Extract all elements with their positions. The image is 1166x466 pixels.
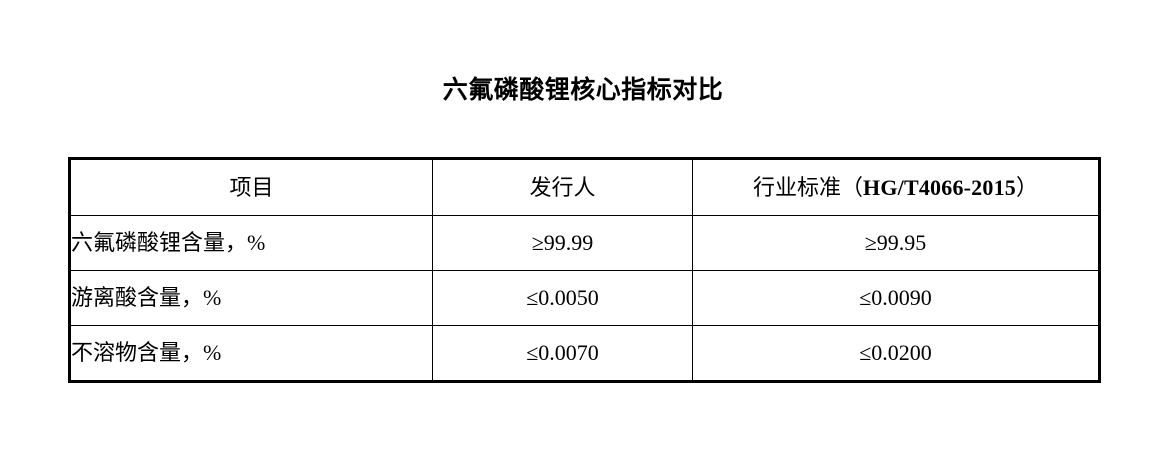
standard-label-prefix: 行业标准（: [753, 174, 864, 200]
table-header-row: 项目 发行人 行业标准（HG/T4066-2015）: [69, 158, 1100, 216]
cell-text: ≥99.99: [531, 230, 594, 255]
specification-comparison-table: 项目 发行人 行业标准（HG/T4066-2015） 六氟磷酸锂含量，% ≥99…: [68, 157, 1101, 383]
cell-item-name: 不溶物含量，%: [69, 325, 433, 382]
standard-code: HG/T4066-2015: [863, 174, 1016, 200]
standard-label-suffix: ）: [1015, 174, 1038, 200]
cell-text: 六氟磷酸锂含量，%: [71, 230, 266, 255]
cell-text: ≤0.0070: [526, 340, 599, 365]
table-row: 六氟磷酸锂含量，% ≥99.99 ≥99.95: [69, 215, 1100, 271]
cell-issuer-value: ≤0.0070: [432, 325, 693, 382]
cell-issuer-value: ≥99.99: [432, 215, 693, 271]
cell-text: ≤0.0090: [859, 285, 932, 310]
cell-text: ≥99.95: [864, 230, 927, 255]
cell-text: 不溶物含量，%: [71, 340, 222, 365]
cell-text: ≤0.0050: [526, 285, 599, 310]
column-header-industry-standard-label: 行业标准（HG/T4066-2015）: [693, 173, 1098, 203]
page-title: 六氟磷酸锂核心指标对比: [442, 76, 724, 104]
cell-item-name: 游离酸含量，%: [69, 270, 433, 326]
column-header-issuer-label: 发行人: [529, 174, 596, 200]
cell-standard-value: ≤0.0200: [692, 325, 1100, 382]
column-header-item: 项目: [69, 158, 433, 216]
cell-issuer-value: ≤0.0050: [432, 270, 693, 326]
cell-item-name: 六氟磷酸锂含量，%: [69, 215, 433, 271]
column-header-item-label: 项目: [229, 174, 274, 200]
cell-text: 游离酸含量，%: [71, 285, 222, 310]
table-row: 不溶物含量，% ≤0.0070 ≤0.0200: [69, 325, 1100, 382]
column-header-industry-standard: 行业标准（HG/T4066-2015）: [692, 158, 1100, 216]
cell-standard-value: ≥99.95: [692, 215, 1100, 271]
spec-table-container: 项目 发行人 行业标准（HG/T4066-2015） 六氟磷酸锂含量，% ≥99…: [68, 157, 1101, 383]
table-row: 游离酸含量，% ≤0.0050 ≤0.0090: [69, 270, 1100, 326]
cell-text: ≤0.0200: [859, 340, 932, 365]
column-header-issuer: 发行人: [432, 158, 693, 216]
cell-standard-value: ≤0.0090: [692, 270, 1100, 326]
